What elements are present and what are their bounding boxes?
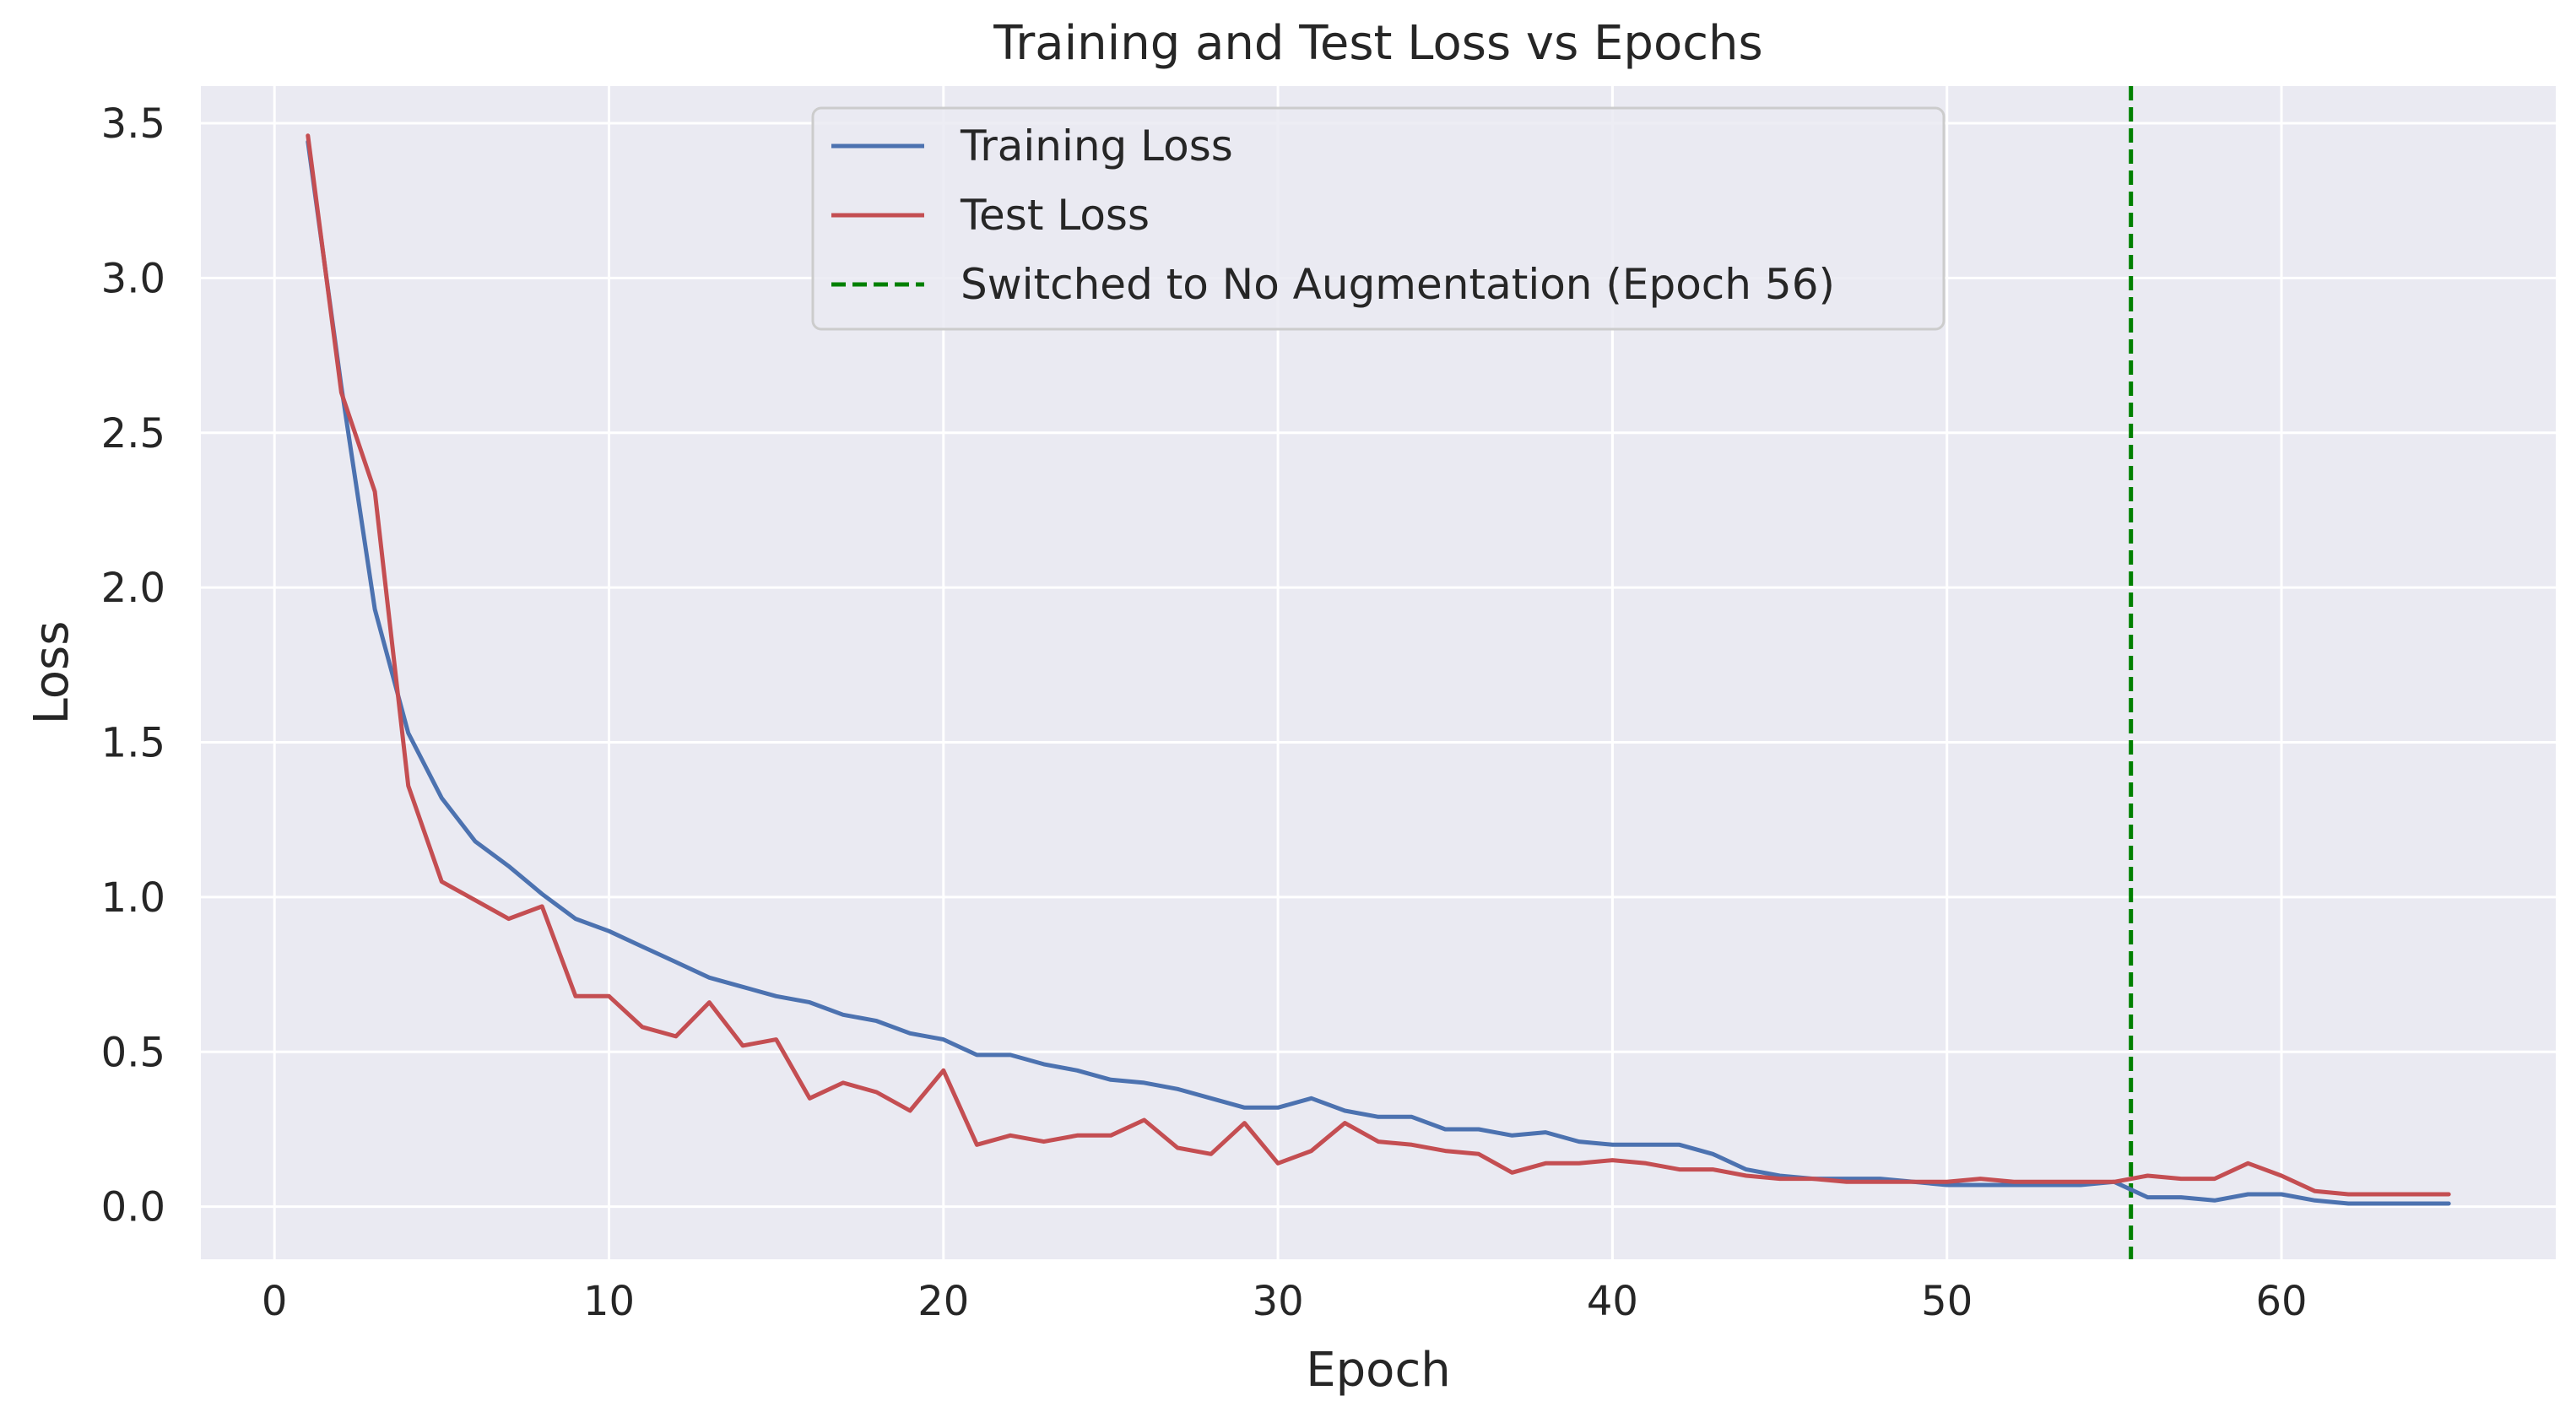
x-tick-label-2: 20 xyxy=(917,1278,969,1325)
x-tick-label-0: 0 xyxy=(262,1278,288,1325)
y-tick-label-1: 0.5 xyxy=(101,1029,165,1076)
legend-label-training: Training Loss xyxy=(960,122,1233,170)
x-tick-label-4: 40 xyxy=(1587,1278,1638,1325)
legend: Training Loss Test Loss Switched to No A… xyxy=(811,106,1946,331)
y-tick-label-2: 1.0 xyxy=(101,874,165,922)
x-tick-label-6: 60 xyxy=(2255,1278,2307,1325)
x-tick-label-3: 30 xyxy=(1253,1278,1304,1325)
chart-title: Training and Test Loss vs Epochs xyxy=(993,16,1762,71)
x-axis-label: Epoch xyxy=(1306,1343,1450,1398)
x-tick-label-5: 50 xyxy=(1921,1278,1973,1325)
y-tick-label-3: 1.5 xyxy=(101,720,165,767)
y-tick-label-7: 3.5 xyxy=(101,100,165,148)
y-tick-label-5: 2.5 xyxy=(101,410,165,457)
y-tick-label-4: 2.0 xyxy=(101,565,165,612)
y-axis-label: Loss xyxy=(24,621,79,725)
legend-label-test: Test Loss xyxy=(960,191,1150,240)
series-layer xyxy=(306,133,2451,1206)
x-tick-label-1: 10 xyxy=(583,1278,635,1325)
y-tick-label-0: 0.0 xyxy=(101,1184,165,1231)
tick-labels: 0 10 20 30 40 50 60 0.0 0.5 1.0 1.5 2.0 2.5 3.0 3.5 xyxy=(101,100,2308,1325)
test-loss-line xyxy=(306,133,2451,1197)
legend-label-vline: Switched to No Augmentation (Epoch 56) xyxy=(961,260,1835,309)
y-tick-label-6: 3.0 xyxy=(101,255,165,302)
legend-box xyxy=(811,106,1946,331)
